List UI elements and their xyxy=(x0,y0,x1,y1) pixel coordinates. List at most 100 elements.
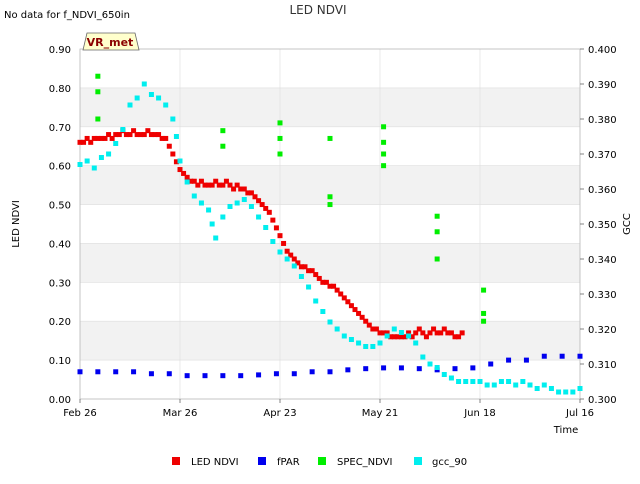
spec-point xyxy=(381,124,387,130)
led-point xyxy=(277,233,283,239)
led-point xyxy=(252,194,258,200)
led-point xyxy=(448,330,454,336)
gcc-point xyxy=(173,134,179,139)
fpar-point xyxy=(327,369,333,375)
gcc-point xyxy=(327,319,333,325)
led-point xyxy=(195,182,201,188)
led-point xyxy=(402,334,408,340)
y-tick-label: 0.60 xyxy=(49,162,71,173)
gcc-point xyxy=(113,141,119,146)
led-point xyxy=(220,182,226,188)
led-point xyxy=(441,326,447,332)
y-tick-label: 0.00 xyxy=(49,395,71,406)
gcc-point xyxy=(513,382,519,388)
legend-label-spec-ndvi: SPEC_NDVI xyxy=(337,457,392,468)
led-point xyxy=(116,132,122,138)
led-point xyxy=(202,182,208,188)
spec-point xyxy=(381,151,387,157)
gcc-point xyxy=(577,386,583,391)
gcc-point xyxy=(306,284,312,290)
led-point xyxy=(452,334,458,340)
gcc-point xyxy=(284,256,290,262)
gcc-point xyxy=(427,361,433,367)
fpar-point xyxy=(166,371,172,377)
gcc-point xyxy=(477,379,483,384)
gcc-point xyxy=(463,379,469,384)
led-point xyxy=(363,318,369,324)
led-point xyxy=(459,330,465,336)
led-point xyxy=(323,279,329,285)
fpar-point xyxy=(148,371,154,377)
led-point xyxy=(338,291,344,297)
gcc-point xyxy=(570,389,576,395)
fpar-point xyxy=(345,367,351,373)
gcc-point xyxy=(170,116,176,122)
led-point xyxy=(84,135,90,141)
y-tick-label: 0.30 xyxy=(49,278,71,289)
led-point xyxy=(438,330,444,336)
chart-title: LED NDVI xyxy=(289,3,346,17)
spec-point xyxy=(327,202,333,208)
gcc-point xyxy=(384,333,390,339)
led-point xyxy=(263,205,269,211)
led-point xyxy=(320,279,326,285)
fpar-point xyxy=(184,373,190,379)
y2-tick-label: 0.370 xyxy=(588,150,617,161)
series-gcc xyxy=(77,81,583,395)
fpar-point xyxy=(398,365,404,371)
legend-label-gcc-90: gcc_90 xyxy=(432,457,467,468)
y2-tick-label: 0.360 xyxy=(588,185,617,196)
led-point xyxy=(273,225,279,231)
fpar-point xyxy=(238,373,244,379)
axes: 0.00 0.10 0.20 0.30 0.40 0.50 0.60 0.70 0.80 0.90… xyxy=(49,45,617,419)
spec-point xyxy=(434,229,440,235)
y2-tick-label: 0.350 xyxy=(588,220,617,231)
gcc-point xyxy=(556,389,562,395)
fpar-point xyxy=(291,371,297,377)
led-point xyxy=(138,132,144,138)
led-point xyxy=(234,182,240,188)
gcc-point xyxy=(498,379,504,384)
led-point xyxy=(398,334,404,340)
x-tick-label: Mar 26 xyxy=(163,408,198,419)
led-point xyxy=(313,272,319,278)
led-point xyxy=(81,139,87,145)
spec-point xyxy=(434,256,440,262)
gcc-point xyxy=(484,382,490,388)
gcc-point xyxy=(134,95,140,101)
led-point xyxy=(98,135,104,141)
led-point xyxy=(270,217,276,223)
spec-point xyxy=(381,163,387,169)
led-point xyxy=(348,303,354,309)
fpar-point xyxy=(506,357,512,363)
corner-note: No data for f_NDVI_650in xyxy=(4,10,130,21)
legend-swatch-spec-ndvi xyxy=(318,457,326,465)
gcc-point xyxy=(106,151,112,157)
led-point xyxy=(434,330,440,336)
legend-swatch-gcc-90 xyxy=(414,457,422,465)
x-tick-label: Jun 18 xyxy=(463,408,496,419)
gcc-point xyxy=(270,239,276,244)
gcc-point xyxy=(209,221,215,227)
led-point xyxy=(395,334,401,340)
led-point xyxy=(388,334,394,340)
spec-point xyxy=(277,151,283,157)
y-axis-label: LED NDVI xyxy=(11,200,22,248)
led-point xyxy=(420,330,426,336)
background-band xyxy=(80,87,580,127)
led-point xyxy=(223,178,229,184)
led-point xyxy=(77,139,83,145)
spec-point xyxy=(277,120,283,126)
led-point xyxy=(91,135,97,141)
gcc-point xyxy=(148,92,154,97)
fpar-point xyxy=(131,369,137,375)
led-point xyxy=(106,132,112,138)
led-point xyxy=(427,330,433,336)
gcc-point xyxy=(527,382,533,388)
led-point xyxy=(148,132,154,138)
led-point xyxy=(345,299,351,305)
gcc-point xyxy=(541,382,547,388)
led-point xyxy=(156,132,162,138)
gcc-point xyxy=(298,274,304,279)
fpar-point xyxy=(95,369,101,375)
